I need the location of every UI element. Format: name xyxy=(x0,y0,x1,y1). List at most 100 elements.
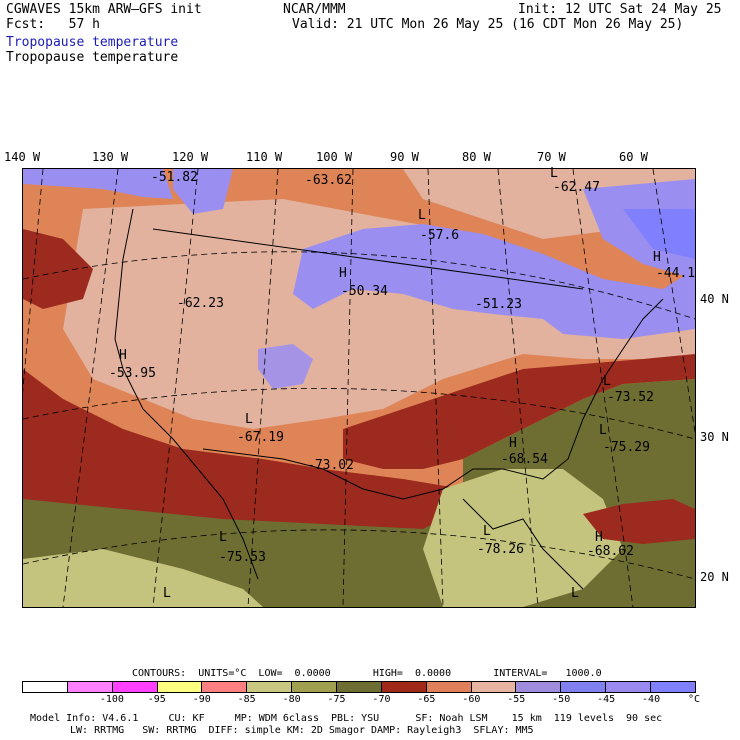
low-marker: L xyxy=(599,423,607,438)
field-lilac xyxy=(258,344,313,389)
field-name: Tropopause temperature xyxy=(6,50,179,65)
field-blue-central xyxy=(293,224,695,339)
colorbar-unit: °C xyxy=(687,694,701,705)
map-value-label: -63.62 xyxy=(305,173,352,188)
graticule xyxy=(2,168,724,608)
colorbar-tick-label: -55 xyxy=(507,694,526,705)
graticule-line xyxy=(247,168,279,608)
colorbar-swatch xyxy=(247,682,293,692)
map-value-label: -50.34 xyxy=(341,284,388,299)
us-canada-border xyxy=(152,228,584,290)
field-blue-nw xyxy=(23,169,173,199)
graticule-line xyxy=(22,529,696,580)
colorbar-tick-label: -70 xyxy=(372,694,391,705)
field-pink xyxy=(63,199,695,429)
graticule-line xyxy=(652,168,724,608)
graticule-line xyxy=(572,168,634,608)
map-value-label: -44.1 xyxy=(656,266,696,281)
colorbar-tick-label: -90 xyxy=(192,694,211,705)
forecast-label-text: Fcst: xyxy=(6,17,46,32)
field-blue-ne-dark xyxy=(623,209,695,259)
field-khaki-sw xyxy=(23,549,263,607)
high-marker: H xyxy=(119,348,127,363)
map-value-label: -68.62 xyxy=(587,544,634,559)
field-khaki-gulf xyxy=(423,469,623,607)
coastlines xyxy=(114,208,664,590)
forecast-hours: 57 h xyxy=(68,17,100,32)
map-svg xyxy=(2,168,724,608)
map-value-label: -62.23 xyxy=(177,296,224,311)
colorbar-tick-label: -45 xyxy=(597,694,616,705)
high-marker: H xyxy=(509,436,517,451)
field-name-blue: Tropopause temperature xyxy=(6,35,179,50)
lat-label: 30 N xyxy=(700,430,729,444)
colorbar-swatch xyxy=(112,682,158,692)
graticule-line xyxy=(427,168,444,608)
colorbar-tick-label: -85 xyxy=(237,694,256,705)
colorbar-tick-label: -40 xyxy=(642,694,661,705)
graticule-line xyxy=(152,168,199,608)
colorbar-swatch xyxy=(426,682,472,692)
low-marker: L xyxy=(603,374,611,389)
high-marker: H xyxy=(595,530,603,545)
high-marker: H xyxy=(339,266,347,281)
west-coast xyxy=(114,208,259,580)
graticule-line xyxy=(22,251,696,320)
colorbar-tick-label: -95 xyxy=(147,694,166,705)
field-red-west xyxy=(23,229,93,309)
map-value-label: -68.54 xyxy=(501,452,548,467)
init-time: Init: 12 UTC Sat 24 May 25 xyxy=(518,2,722,17)
florida-coast xyxy=(462,498,584,590)
field-red-blob xyxy=(583,499,695,544)
org-label: NCAR/MMM xyxy=(283,2,346,17)
field-red-south xyxy=(23,369,695,529)
colorbar-swatch xyxy=(651,682,695,692)
colorbar-tick-label: -75 xyxy=(327,694,346,705)
lon-label: 60 W xyxy=(619,150,648,164)
colorbar-tick-label: -65 xyxy=(417,694,436,705)
colorbar xyxy=(22,681,696,693)
map-value-label: -62.47 xyxy=(553,180,600,195)
model-info-line2: LW: RRTMG SW: RRTMG DIFF: simple KM: 2D … xyxy=(70,725,534,736)
map-value-label: -75.53 xyxy=(219,550,266,565)
lat-label: 40 N xyxy=(700,292,729,306)
colorbar-ticks: -100 -95 -90 -85 -80 -75 -70 -65 -60 -55 -50 -45 -40… xyxy=(22,694,700,706)
map-value-label: -78.26 xyxy=(477,542,524,557)
map-value-label: -51.82 xyxy=(151,170,198,185)
tropopause-temperature-map: -51.82 -63.62 L -62.47 L -57.6 H -44.1 H… xyxy=(2,166,724,608)
model-title: CGWAVES 15km ARW–GFS init xyxy=(6,2,202,17)
colorbar-swatch xyxy=(292,682,338,692)
lon-label: 120 W xyxy=(172,150,209,164)
colorbar-swatch xyxy=(202,682,248,692)
graticule-line xyxy=(497,168,539,608)
graticule-line xyxy=(342,168,354,608)
colorbar-swatch xyxy=(67,682,113,692)
lon-label: 140 W xyxy=(4,150,41,164)
colorbar-tick-label: -60 xyxy=(462,694,481,705)
low-marker: L xyxy=(571,586,579,601)
lon-label: 90 W xyxy=(390,150,419,164)
colorbar-swatch xyxy=(381,682,427,692)
lon-label: 80 W xyxy=(462,150,491,164)
lon-label: 130 W xyxy=(92,150,129,164)
field-red-se xyxy=(343,354,695,469)
gulf-east-coast xyxy=(202,298,664,500)
map-value-label: -75.29 xyxy=(603,440,650,455)
map-value-label: -57.6 xyxy=(420,228,460,243)
map-value-label: -51.23 xyxy=(475,297,522,312)
map-value-label: -67.19 xyxy=(237,430,284,445)
low-marker: L xyxy=(163,586,171,601)
low-marker: L xyxy=(483,524,491,539)
lat-label: 20 N xyxy=(700,570,729,584)
low-marker: L xyxy=(550,166,558,181)
graticule-line xyxy=(2,168,44,608)
colorbar-tick-label: -80 xyxy=(282,694,301,705)
map-value-label: -73.52 xyxy=(607,390,654,405)
high-marker: H xyxy=(653,250,661,265)
colorbar-swatch xyxy=(23,682,68,692)
map-value-label: -73.02 xyxy=(307,458,354,473)
forecast-label: Fcst: 57 h xyxy=(6,18,100,32)
lon-label: 110 W xyxy=(246,150,283,164)
colorbar-swatch xyxy=(516,682,562,692)
contours-info: CONTOURS: UNITS=°C LOW= 0.0000 HIGH= 0.0… xyxy=(132,668,602,679)
